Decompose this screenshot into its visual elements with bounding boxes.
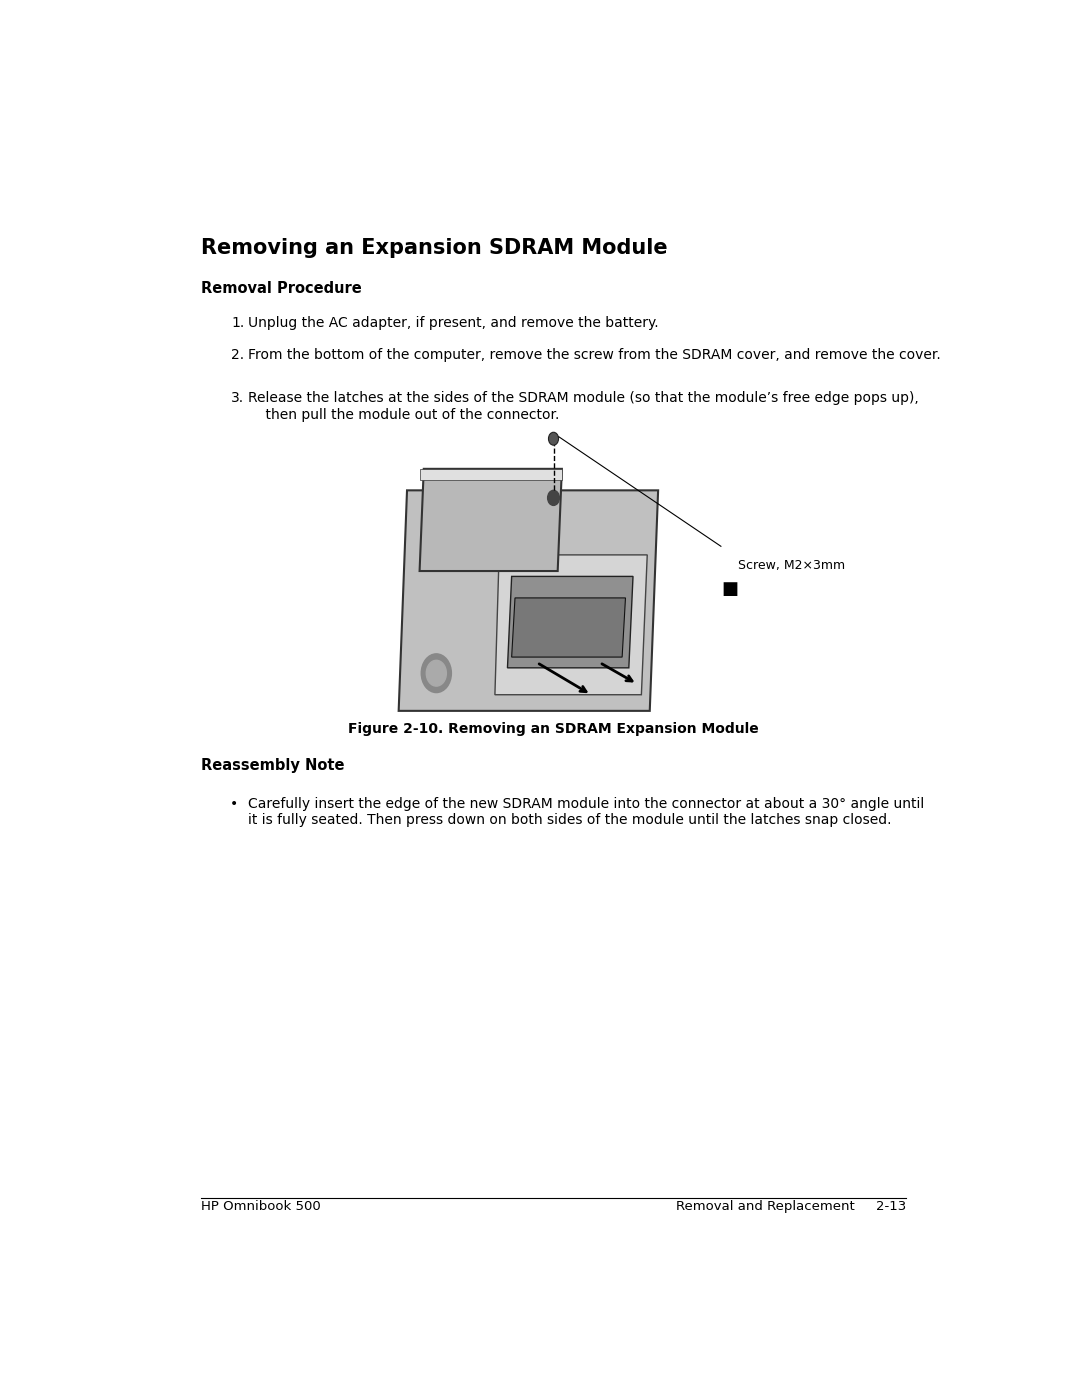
Polygon shape	[420, 469, 562, 479]
Text: 1.: 1.	[231, 316, 244, 330]
Polygon shape	[495, 555, 647, 694]
Text: 3.: 3.	[231, 391, 244, 405]
Circle shape	[549, 432, 558, 446]
Polygon shape	[420, 469, 562, 571]
Polygon shape	[508, 577, 633, 668]
Text: 2.: 2.	[231, 348, 244, 362]
Circle shape	[421, 654, 451, 693]
Circle shape	[427, 661, 446, 686]
Circle shape	[548, 490, 559, 506]
Text: •: •	[230, 796, 238, 810]
Text: From the bottom of the computer, remove the screw from the SDRAM cover, and remo: From the bottom of the computer, remove …	[248, 348, 941, 362]
Text: Unplug the AC adapter, if present, and remove the battery.: Unplug the AC adapter, if present, and r…	[248, 316, 659, 330]
Text: Carefully insert the edge of the new SDRAM module into the connector at about a : Carefully insert the edge of the new SDR…	[248, 796, 924, 827]
Polygon shape	[512, 598, 625, 657]
Text: Release the latches at the sides of the SDRAM module (so that the module’s free : Release the latches at the sides of the …	[248, 391, 919, 422]
Text: ■: ■	[721, 580, 738, 598]
Polygon shape	[399, 490, 658, 711]
Text: Removing an Expansion SDRAM Module: Removing an Expansion SDRAM Module	[201, 237, 667, 257]
Text: Figure 2-10. Removing an SDRAM Expansion Module: Figure 2-10. Removing an SDRAM Expansion…	[348, 722, 759, 736]
Text: Reassembly Note: Reassembly Note	[201, 759, 345, 773]
Text: Removal Procedure: Removal Procedure	[201, 281, 362, 296]
Text: Removal and Replacement     2-13: Removal and Replacement 2-13	[676, 1200, 906, 1213]
Text: HP Omnibook 500: HP Omnibook 500	[201, 1200, 321, 1213]
Text: Screw, M2×3mm: Screw, M2×3mm	[738, 559, 845, 573]
